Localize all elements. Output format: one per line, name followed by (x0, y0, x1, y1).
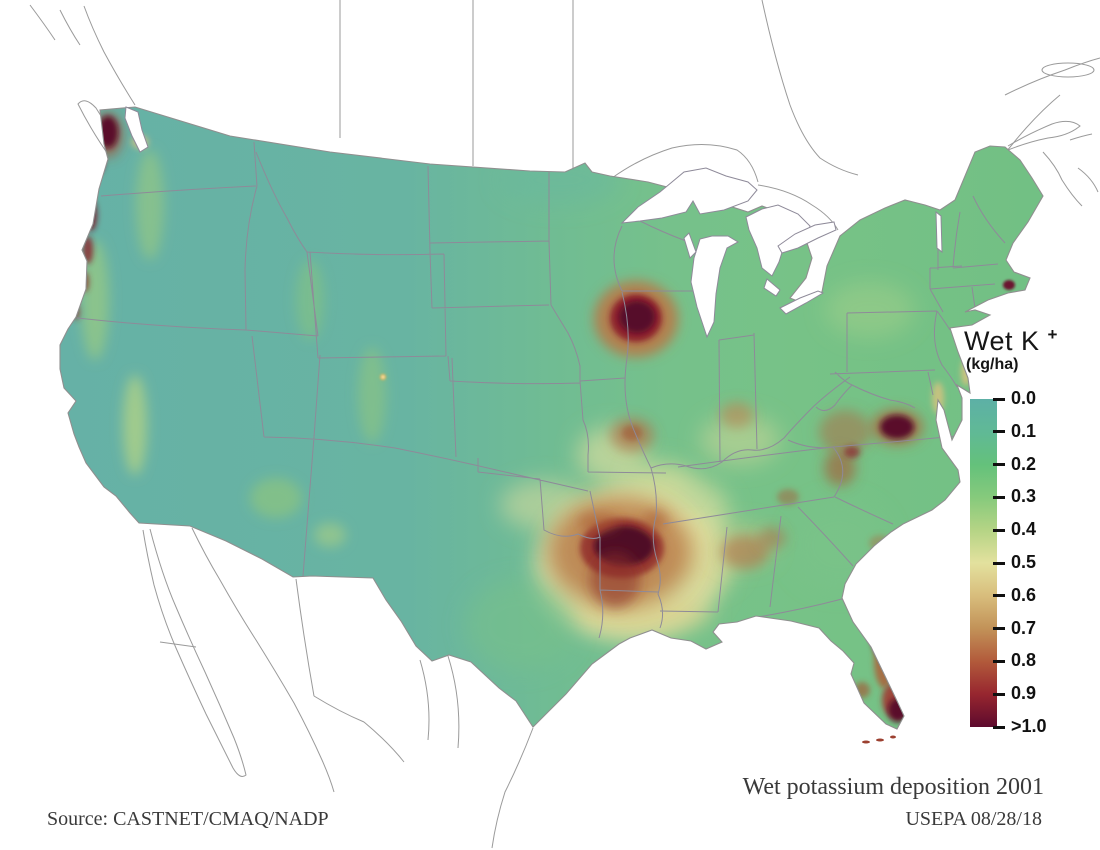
mexico-outline (142, 527, 534, 849)
tick-dash (993, 659, 1005, 663)
blob-sierra-central-valley (123, 375, 147, 475)
tick-dash (993, 528, 1005, 532)
tick-dash (993, 495, 1005, 499)
blob-cape-cod-spot (1003, 280, 1015, 290)
blob-north-rockies-green (296, 260, 324, 340)
blob-colorado-rockies-green (358, 347, 386, 443)
tick-dash (993, 594, 1005, 598)
caption-title: Wet potassium deposition 2001 (742, 774, 1044, 800)
tick-dash (993, 397, 1005, 401)
blob-northeast-texas-brown (578, 512, 618, 532)
tick-label: >1.0 (1011, 716, 1047, 736)
source-text: Source: CASTNET/CMAQ/NADP (47, 808, 329, 830)
tick-label: 0.5 (1011, 552, 1037, 572)
blob-iowa-core (619, 301, 655, 333)
blob-central-texas-green (465, 580, 575, 670)
blob-west-virginia-mottle (819, 410, 871, 454)
green-bay (683, 232, 697, 259)
tick-label: 0.3 (1011, 486, 1037, 507)
tick-label: 0.1 (1011, 420, 1037, 441)
blob-new-york-tinge (825, 282, 915, 338)
legend: Wet K + (kg/ha) 0.0 0.1 0.2 0.3 0.4 0.5 0.6 0.7… (964, 325, 1096, 736)
blob-indiana-brown (720, 402, 754, 428)
blob-new-mexico-green (314, 523, 346, 547)
blob-north-georgia-brown (758, 527, 786, 549)
blob-coast-range-green (81, 240, 109, 360)
tick-label: 0.8 (1011, 650, 1037, 671)
tick-dash (993, 430, 1005, 434)
legend-units: (kg/ha) (966, 356, 1019, 374)
blob-cascades-green (136, 150, 164, 260)
tick-label: 0.4 (1011, 519, 1037, 540)
blob-ozark-core (622, 425, 642, 441)
tick-dash (993, 725, 1005, 729)
blob-alabama-brown (721, 535, 769, 569)
tick-label: 0.2 (1011, 453, 1037, 474)
legend-title: Wet K + (964, 325, 1058, 356)
lake-ontario (777, 221, 837, 254)
saginaw-bay (763, 278, 781, 297)
blob-west-kentucky-pale (630, 460, 690, 500)
blob-colorado-dot-core (381, 375, 385, 379)
legend-title-superscript: + (1047, 325, 1058, 344)
blob-appalachia-speck (844, 446, 860, 458)
tick-label: 0.6 (1011, 584, 1037, 605)
blob-chattanooga-brown (777, 489, 799, 505)
lake-erie (779, 290, 825, 315)
caption-agency: USEPA 08/28/18 (905, 808, 1042, 830)
lake-champlain (935, 210, 943, 254)
state-borders (76, 141, 1006, 639)
legend-ticks: 0.0 0.1 0.2 0.3 0.4 0.5 0.6 0.7 0.8 0.9 >1.0 (991, 388, 1086, 736)
tick-dash (993, 463, 1005, 467)
tick-dash (993, 627, 1005, 631)
lake-superior (620, 167, 758, 224)
deposition-blobs (72, 113, 1015, 722)
tick-dash (993, 561, 1005, 565)
tick-label: 0.0 (1011, 388, 1037, 408)
blob-arizona-mogollon-green (250, 478, 302, 518)
legend-colorbar (970, 399, 997, 727)
tick-label: 0.7 (1011, 617, 1037, 638)
great-lakes (124, 106, 943, 339)
blob-arkansas-south-ext (590, 552, 640, 608)
puget-sound (124, 106, 149, 153)
tick-dash (993, 692, 1005, 696)
florida-keys (862, 735, 896, 744)
blob-virginia-core (880, 415, 914, 439)
tick-label: 0.9 (1011, 683, 1037, 704)
lake-michigan (690, 235, 740, 339)
blob-va-nc-mountains (824, 450, 856, 486)
